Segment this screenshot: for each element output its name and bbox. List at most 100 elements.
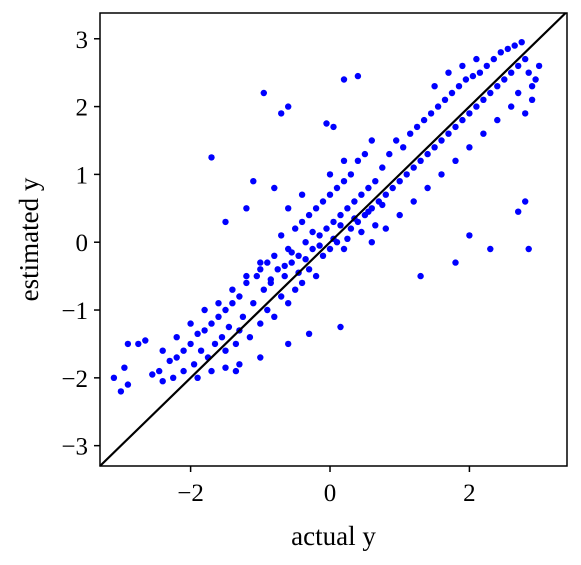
data-point [243, 279, 250, 287]
data-point [117, 388, 125, 395]
data-point [124, 340, 132, 348]
data-point [250, 300, 257, 307]
data-point [508, 69, 515, 76]
x-tick-label: −2 [177, 480, 204, 507]
data-point [260, 89, 267, 97]
data-point [473, 103, 480, 110]
x-tick-label: 2 [463, 480, 476, 507]
data-point [347, 171, 355, 178]
y-tick-label: −3 [61, 434, 88, 461]
data-point [459, 62, 466, 70]
data-point [305, 211, 313, 219]
data-point [515, 208, 522, 215]
data-point [208, 367, 215, 375]
data-point [170, 374, 177, 381]
data-point [400, 144, 407, 151]
data-point [257, 266, 264, 273]
data-point [393, 137, 400, 144]
data-point [229, 300, 236, 307]
data-point [434, 103, 442, 110]
data-point [222, 218, 229, 226]
data-point [344, 235, 351, 242]
data-point [149, 371, 156, 378]
data-point [337, 323, 344, 331]
data-point [295, 252, 302, 259]
data-point [194, 330, 201, 337]
data-point [292, 225, 299, 232]
data-point [518, 39, 525, 46]
data-point [417, 272, 424, 280]
data-point [340, 76, 348, 83]
data-point [525, 69, 532, 76]
data-point [420, 116, 428, 124]
data-point [358, 228, 365, 236]
data-point [298, 279, 306, 287]
data-point [281, 262, 288, 270]
data-point [330, 123, 337, 131]
data-point [413, 123, 421, 131]
data-point [302, 239, 309, 246]
data-point [271, 252, 278, 259]
data-point [326, 191, 334, 198]
data-point [452, 123, 459, 131]
data-point [302, 256, 309, 263]
data-point [466, 110, 473, 117]
data-point [281, 272, 288, 280]
data-point [326, 171, 334, 178]
data-point [180, 367, 187, 375]
data-point [236, 293, 243, 300]
data-point [166, 357, 173, 365]
data-point [159, 378, 166, 385]
data-point [365, 184, 372, 192]
data-point [417, 157, 424, 164]
data-point [215, 313, 222, 320]
data-point [243, 205, 250, 212]
data-point [382, 191, 389, 198]
data-point [257, 354, 264, 361]
data-point [159, 347, 166, 354]
data-point [253, 272, 260, 280]
data-point [431, 83, 438, 90]
data-point [156, 367, 163, 375]
data-point [469, 72, 477, 80]
data-point [490, 55, 497, 63]
data-point [504, 45, 511, 53]
data-point [466, 144, 473, 151]
data-point [480, 130, 487, 137]
y-tick-label: 1 [76, 162, 89, 189]
data-point [201, 327, 208, 334]
data-point [438, 137, 445, 144]
identity-reference-line [99, 12, 567, 467]
data-point [250, 178, 257, 185]
data-point [211, 340, 219, 348]
data-point [365, 208, 372, 215]
data-point [515, 89, 522, 97]
data-point [382, 225, 389, 232]
data-point [288, 259, 295, 266]
plot-frame [99, 12, 568, 467]
data-point [229, 286, 236, 293]
data-point [340, 157, 348, 164]
data-point [215, 300, 222, 307]
data-point [264, 306, 271, 314]
y-tick-label: 2 [76, 95, 89, 122]
data-point [180, 347, 187, 354]
data-point [222, 306, 229, 314]
data-point [403, 171, 410, 178]
data-point [333, 184, 341, 192]
data-point [319, 252, 327, 259]
x-axis-label: actual y [291, 521, 376, 551]
data-point [312, 205, 320, 212]
y-tick-label: −2 [61, 366, 88, 393]
data-point [347, 225, 355, 232]
data-point [305, 266, 313, 273]
data-point [285, 300, 292, 307]
data-point [225, 323, 233, 331]
data-point [232, 340, 240, 348]
data-point [522, 110, 529, 117]
data-point [480, 96, 487, 104]
data-point [452, 157, 459, 164]
data-point [386, 150, 393, 158]
data-point [424, 184, 431, 192]
data-point [208, 154, 215, 161]
